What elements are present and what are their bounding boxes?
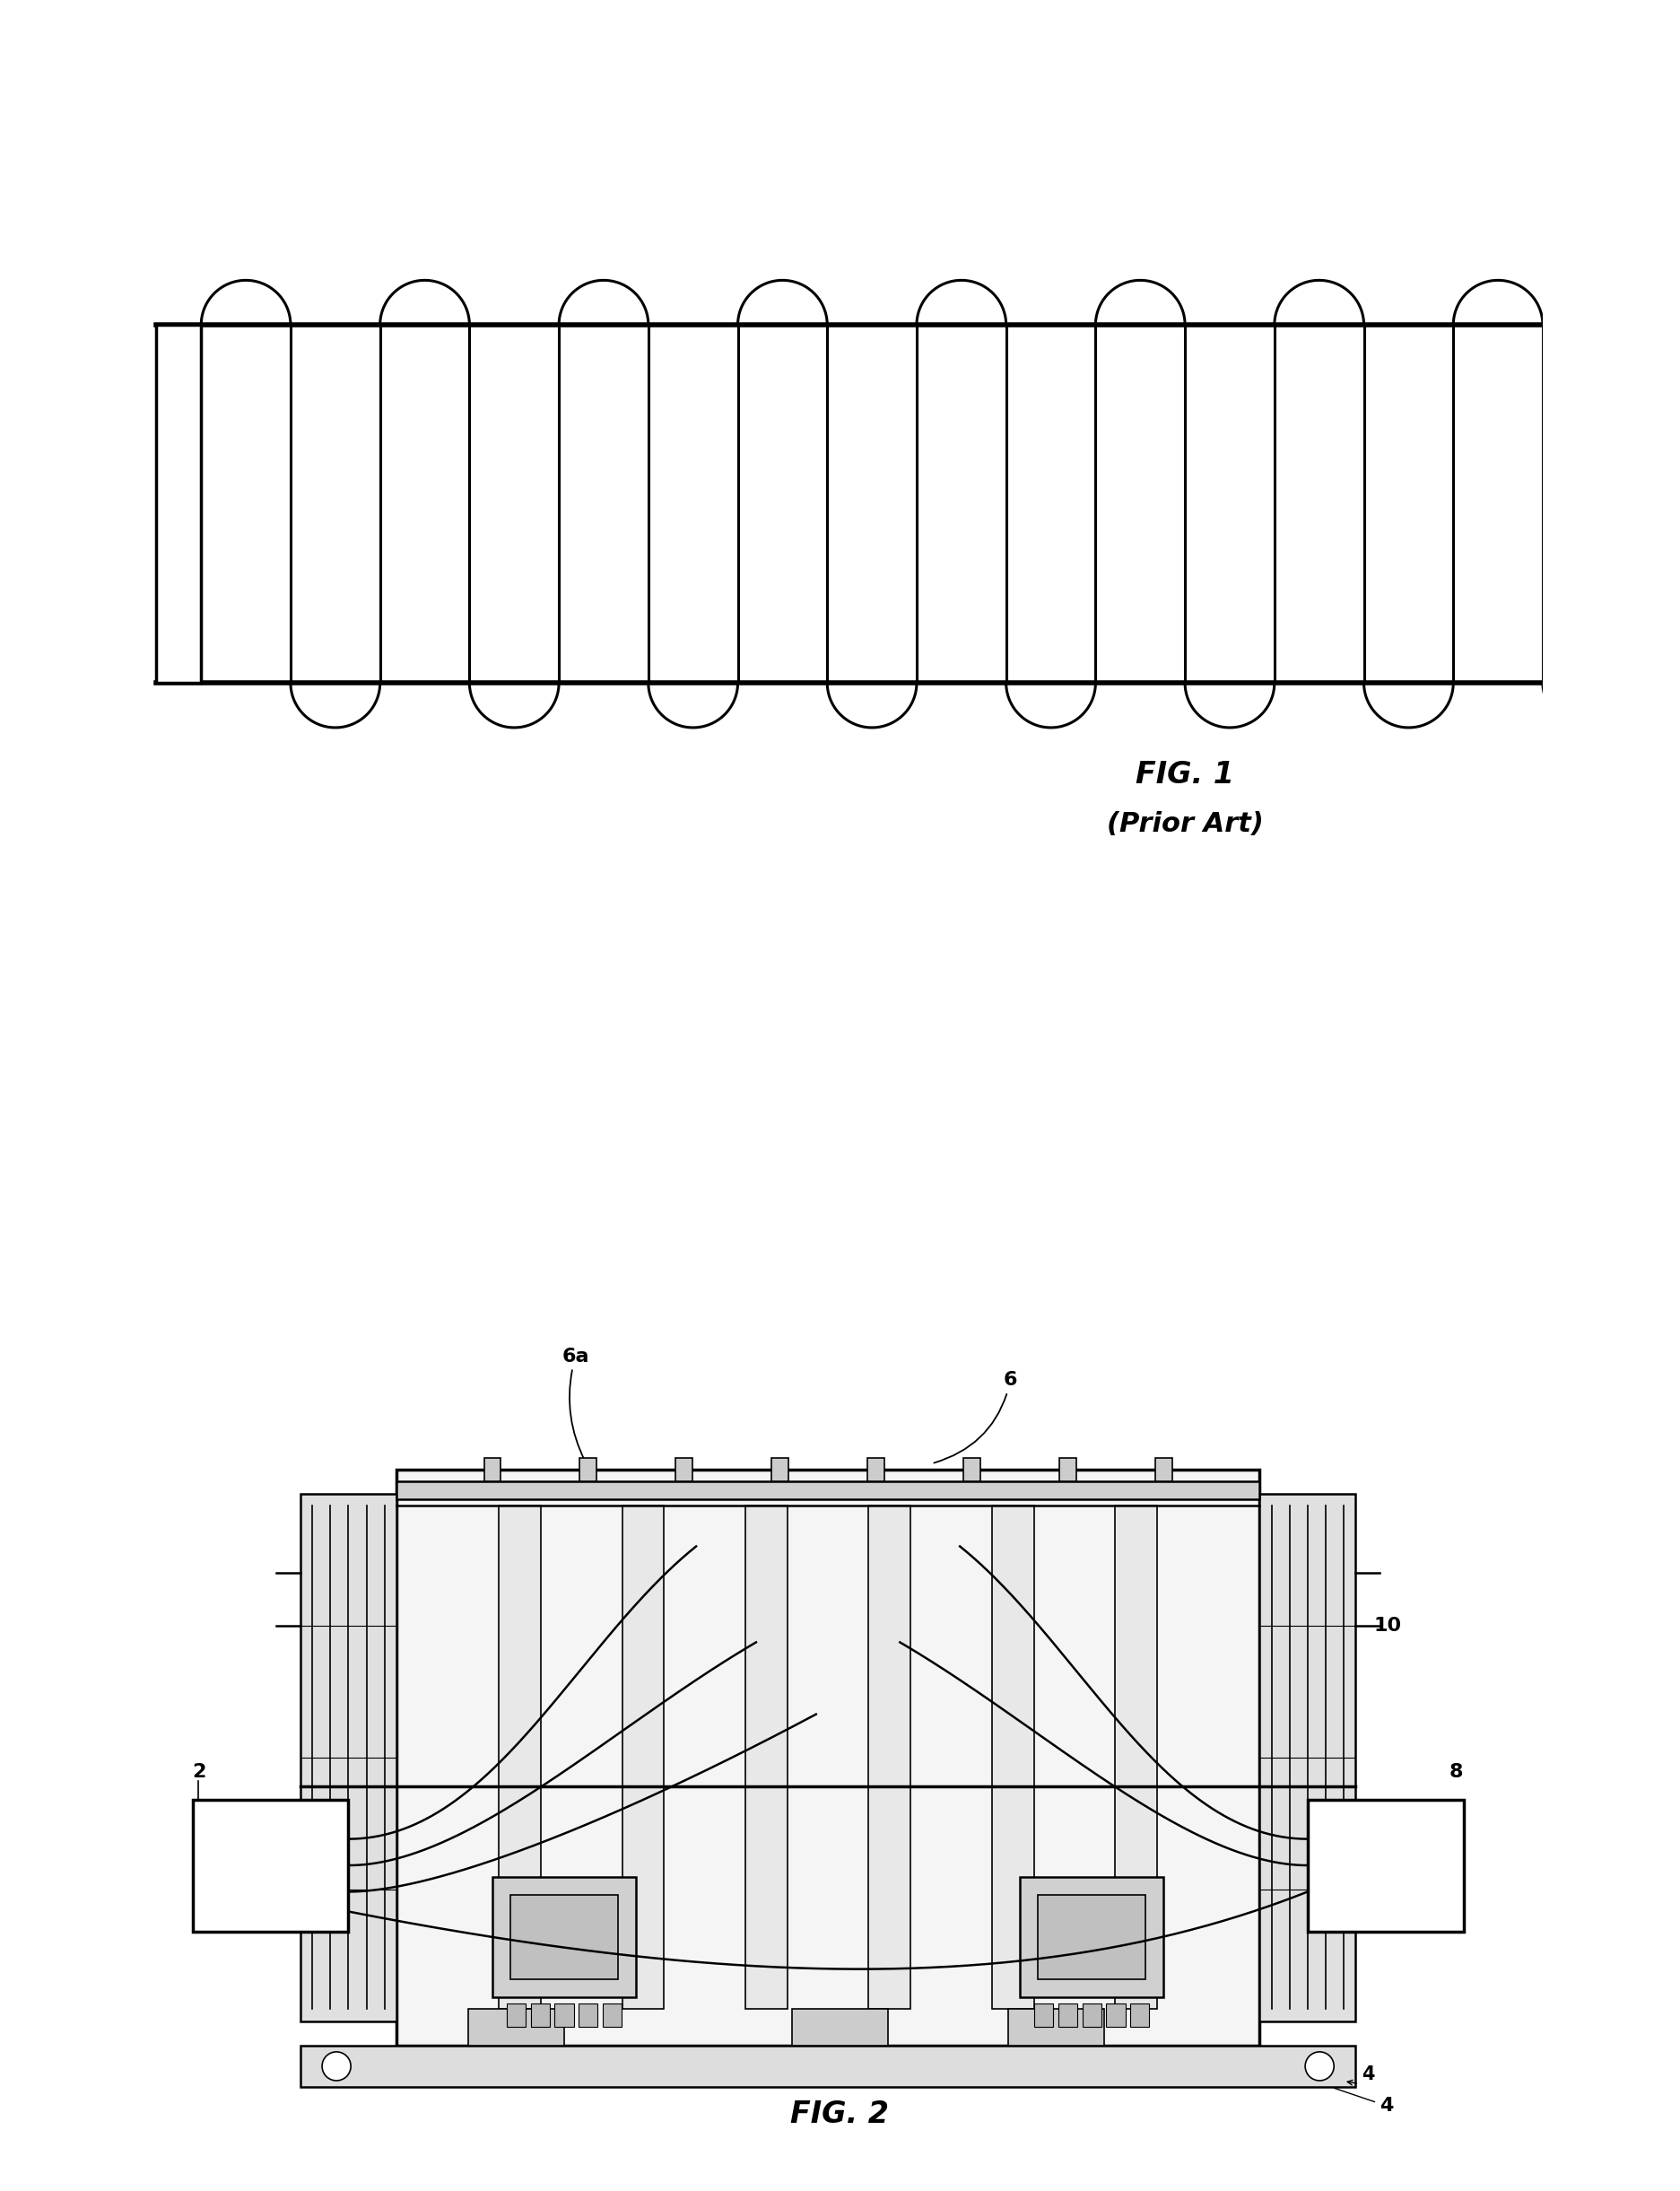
Bar bbox=[1260, 1494, 1356, 2022]
Bar bbox=[484, 1457, 501, 1481]
Text: 10: 10 bbox=[1374, 1617, 1401, 1634]
Text: (Prior Art): (Prior Art) bbox=[1107, 811, 1263, 837]
Bar bbox=[675, 1457, 692, 1481]
Bar bbox=[1116, 1505, 1158, 2009]
Bar bbox=[396, 1470, 1260, 2044]
Bar bbox=[554, 2003, 575, 2027]
Bar bbox=[1035, 2003, 1053, 2027]
Bar bbox=[1131, 2003, 1149, 2027]
Bar bbox=[746, 1505, 788, 2009]
Text: 6b: 6b bbox=[254, 1827, 282, 1845]
Bar bbox=[1060, 1457, 1077, 1481]
Bar bbox=[492, 1878, 637, 1998]
Text: FIG. 1: FIG. 1 bbox=[1136, 760, 1235, 789]
Bar bbox=[964, 1457, 979, 1481]
Text: FIG. 2: FIG. 2 bbox=[791, 2099, 889, 2130]
Bar bbox=[1058, 2003, 1077, 2027]
Bar bbox=[499, 1505, 541, 2009]
Text: 4: 4 bbox=[1334, 2088, 1393, 2114]
Bar bbox=[771, 1457, 788, 1481]
Text: 8: 8 bbox=[1450, 1764, 1463, 1781]
Circle shape bbox=[1305, 2051, 1334, 2081]
Bar bbox=[511, 1895, 618, 1978]
Bar bbox=[301, 2044, 1356, 2088]
Bar bbox=[396, 1481, 1260, 1499]
Bar bbox=[469, 2009, 564, 2044]
Bar bbox=[580, 1457, 596, 1481]
Text: Cooling
Unit: Cooling Unit bbox=[1349, 1847, 1423, 1884]
Bar bbox=[991, 1505, 1033, 2009]
Text: 6a: 6a bbox=[561, 1347, 590, 1461]
Circle shape bbox=[323, 2051, 351, 2081]
Bar bbox=[867, 1457, 884, 1481]
Bar bbox=[603, 2003, 622, 2027]
Bar bbox=[578, 2003, 598, 2027]
Bar bbox=[869, 1505, 911, 2009]
Text: Power
Supply: Power Supply bbox=[237, 1847, 304, 1884]
Text: 2: 2 bbox=[193, 1764, 207, 1781]
Bar bbox=[1020, 1878, 1164, 1998]
Bar bbox=[1105, 2003, 1126, 2027]
Bar bbox=[1307, 1799, 1463, 1930]
Text: 6: 6 bbox=[934, 1372, 1018, 1464]
Bar bbox=[622, 1505, 664, 2009]
Bar bbox=[1156, 1457, 1173, 1481]
Bar bbox=[507, 2003, 526, 2027]
Text: 6b: 6b bbox=[1374, 1827, 1401, 1845]
Bar bbox=[301, 1494, 396, 2022]
Bar bbox=[156, 324, 202, 684]
Bar bbox=[791, 2009, 889, 2044]
Bar bbox=[193, 1799, 348, 1930]
Bar bbox=[1008, 2009, 1104, 2044]
Bar bbox=[531, 2003, 549, 2027]
Bar bbox=[1038, 1895, 1146, 1978]
Text: 4: 4 bbox=[1361, 2066, 1374, 2084]
Bar bbox=[1082, 2003, 1102, 2027]
